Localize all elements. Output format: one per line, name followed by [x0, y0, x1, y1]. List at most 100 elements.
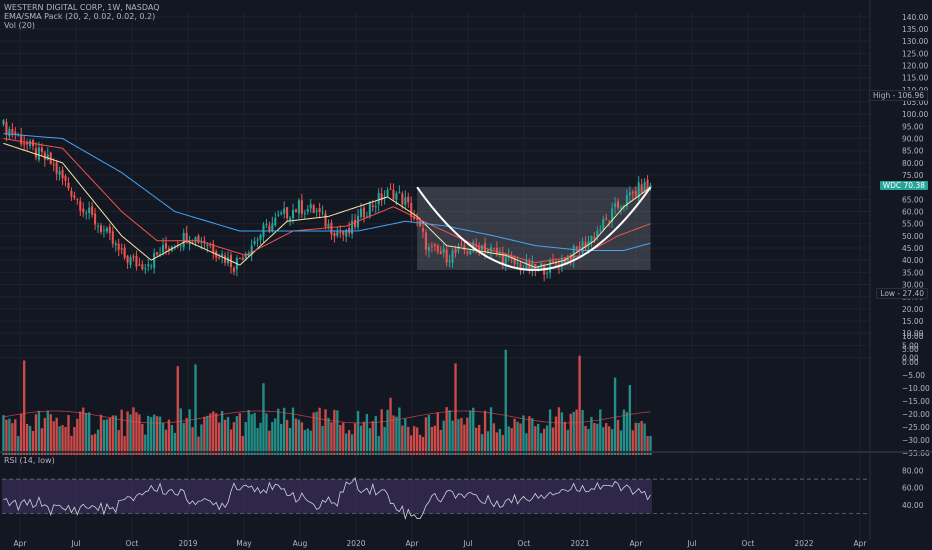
candle-body [70, 190, 73, 197]
volume-bar [587, 428, 590, 455]
volume-bar [150, 417, 153, 455]
volume-bar [498, 428, 502, 455]
candle-body [368, 203, 371, 217]
candle-body [309, 204, 312, 209]
candle-body [268, 225, 271, 232]
volume-bar [280, 423, 283, 455]
volume-bar [52, 421, 55, 455]
volume-bar [634, 422, 637, 455]
volume-bar [353, 423, 357, 455]
price-tick-label: 100.00 [902, 110, 928, 119]
time-tick-label: Apr [406, 539, 420, 548]
volume-bar [67, 415, 70, 455]
volume-bar [365, 413, 369, 455]
candle-body [135, 255, 138, 267]
candle-body [197, 235, 200, 243]
candle-body [179, 245, 182, 247]
volume-bar [37, 410, 41, 455]
candle-body [640, 184, 643, 193]
candle-body [421, 228, 425, 232]
volume-bar [436, 412, 439, 455]
price-tick-label: 55.00 [902, 220, 924, 229]
volume-bar [495, 432, 499, 455]
legend-volume[interactable]: Vol (20) [4, 21, 35, 30]
volume-bar [87, 412, 91, 455]
volume-bar [486, 431, 490, 455]
volume-bar [64, 426, 67, 455]
volume-bar [566, 429, 569, 455]
volume-bar [215, 413, 218, 455]
volume-bar [448, 410, 451, 455]
volume-bar [339, 425, 342, 455]
volume-tick-label: −35.00 [902, 449, 930, 458]
volume-bar [336, 410, 339, 455]
candle-body [481, 245, 484, 251]
volume-bar [277, 408, 280, 455]
volume-bar [188, 409, 191, 455]
candle-body [37, 147, 40, 160]
candle-body [401, 193, 404, 205]
candle-body [525, 260, 528, 269]
volume-bar [226, 416, 230, 455]
candle-body [374, 206, 377, 208]
candle-body [504, 255, 507, 266]
candle-body [164, 242, 168, 249]
candle-body [85, 212, 88, 214]
candle-body [291, 210, 295, 219]
candle-body [593, 237, 596, 240]
volume-bar [531, 418, 534, 455]
price-tick-label: 0.00 [902, 354, 919, 363]
volume-bar [445, 407, 448, 455]
volume-bar [288, 427, 292, 455]
volume-bar [31, 431, 35, 455]
volume-bar [197, 436, 200, 455]
candle-body [486, 249, 490, 252]
candle-body [289, 218, 292, 220]
volume-bar [412, 426, 416, 455]
volume-bar [557, 407, 561, 455]
candle-body [442, 248, 445, 253]
candle-body [108, 226, 111, 233]
volume-bar [401, 425, 404, 455]
candle-body [224, 255, 227, 263]
legend-ema[interactable]: EMA/SMA Pack (20, 2, 0.02, 0.02, 0.2) [4, 12, 156, 21]
legend-rsi[interactable]: RSI (14, low) [4, 456, 55, 465]
candle-body [513, 257, 516, 264]
candle-body [584, 242, 587, 249]
volume-bar [223, 419, 227, 455]
volume-bar [619, 430, 623, 455]
volume-bar [483, 410, 487, 455]
candle-body [206, 245, 209, 247]
volume-bar [537, 423, 540, 455]
price-tick-label: 35.00 [902, 268, 924, 277]
candle-body [274, 217, 277, 226]
volume-bar [519, 423, 522, 455]
candle-body [294, 209, 298, 212]
candle-body [498, 252, 501, 254]
candle-body [392, 189, 395, 200]
volume-bar [126, 411, 129, 455]
volume-bar [274, 418, 277, 455]
volume-bar [70, 435, 73, 455]
volume-bar [14, 419, 17, 455]
candle-body [182, 232, 185, 248]
volume-bar [504, 349, 507, 455]
candle-body [20, 134, 23, 145]
candle-body [587, 241, 590, 247]
time-tick-label: 2021 [570, 539, 589, 548]
volume-bar [164, 429, 168, 455]
volume-bar [285, 419, 289, 455]
volume-bar [398, 407, 401, 455]
volume-bar [395, 416, 398, 455]
volume-bar [117, 430, 120, 455]
candle-body [34, 148, 38, 158]
candle-body [256, 239, 259, 241]
candle-body [611, 208, 614, 222]
volume-bar [253, 413, 256, 455]
legend-symbol[interactable]: WESTERN DIGITAL CORP, 1W, NASDAQ [4, 3, 160, 12]
candle-body [327, 224, 330, 229]
candle-body [436, 245, 439, 252]
volume-bar [540, 433, 543, 455]
volume-bar [46, 410, 49, 455]
